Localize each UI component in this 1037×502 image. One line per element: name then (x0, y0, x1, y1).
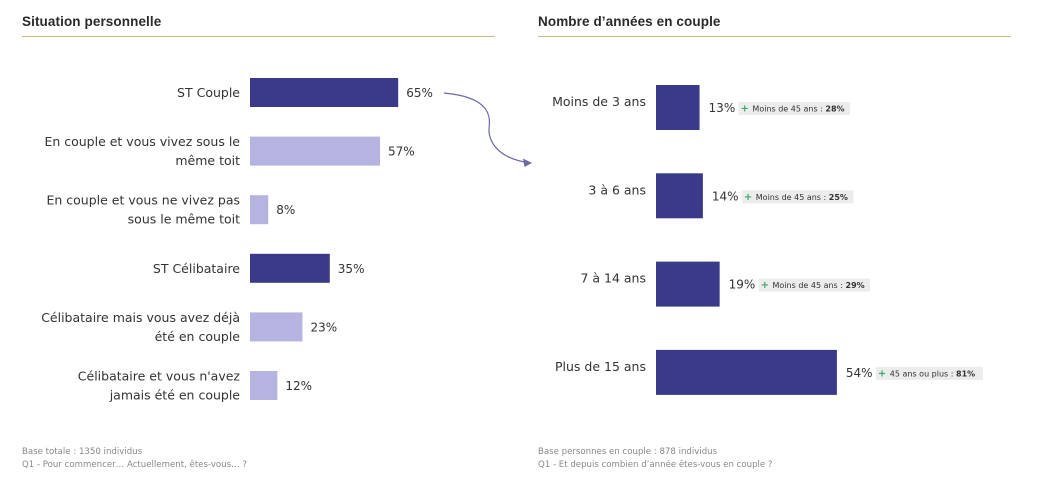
left-bar (250, 253, 330, 283)
left-footnote-question: Q1 - Pour commencer… Actuellement, êtes-… (22, 460, 247, 470)
plus-icon: + (878, 368, 890, 379)
left-bar-value-label: 35% (338, 262, 365, 276)
right-bar-value-label: 54% (846, 366, 873, 380)
left-category-label: ST Couple (177, 85, 240, 100)
transition-arrow (443, 92, 532, 164)
left-category-label: Célibataire et vous n'avez jamais été en … (78, 369, 241, 403)
annotation-value: 81% (956, 369, 975, 378)
subgroup-annotation: + Moins de 45 ans : 25% (744, 192, 848, 203)
left-category-label: En couple et vous vivez sous le même toit (44, 134, 240, 168)
left-bar (250, 78, 399, 107)
left-bar (250, 371, 278, 400)
annotation-background (758, 278, 871, 292)
annotation-text: Moins de 45 ans : (756, 193, 829, 202)
annotation-text: 45 ans ou plus : (890, 369, 956, 378)
plus-icon: + (741, 104, 753, 115)
subgroup-annotation: + Moins de 45 ans : 28% (741, 104, 845, 115)
right-footnote-question: Q1 - Et depuis combien d’année êtes-vous… (538, 460, 773, 470)
annotation-value: 29% (846, 281, 865, 290)
annotation-background (741, 190, 854, 204)
left-bar (250, 312, 303, 342)
right-category-label: 7 à 14 ans (580, 271, 646, 286)
right-bar (656, 261, 720, 307)
right-footnote: Base personnes en couple : 878 individus… (538, 446, 773, 472)
right-bar (656, 173, 703, 219)
annotation-value: 28% (825, 105, 844, 114)
left-category-label: En couple et vous ne vivez pas sous le mê… (46, 193, 240, 227)
right-category-label: Plus de 15 ans (555, 359, 646, 374)
left-bar-value-label: 8% (276, 203, 295, 217)
right-bar-value-label: 19% (729, 278, 756, 292)
right-chart-title: Nombre d’années en couple (538, 14, 721, 29)
left-bar-value-label: 57% (388, 145, 415, 159)
subgroup-annotation: + 45 ans ou plus : 81% (878, 368, 975, 379)
left-bar-chart: 65% ST Couple 57% En couple et vous vivez s… (41, 78, 433, 403)
annotation-text: Moins de 45 ans : (752, 105, 825, 114)
left-title-rule (22, 36, 495, 37)
annotation-background (738, 102, 851, 115)
right-bar-value-label: 13% (709, 101, 736, 115)
left-footnote-base: Base totale : 1350 individus (22, 447, 143, 457)
left-bar (250, 195, 269, 225)
right-footnote-base: Base personnes en couple : 878 individus (538, 447, 718, 457)
annotation-value: 25% (829, 193, 848, 202)
right-bar (656, 349, 837, 395)
left-category-label: ST Célibataire (153, 261, 240, 276)
left-bar-value-label: 65% (406, 86, 433, 100)
left-footnote: Base totale : 1350 individus Q1 - Pour c… (22, 446, 247, 472)
annotation-text: Moins de 45 ans : (773, 281, 846, 290)
left-bar-value-label: 23% (310, 320, 337, 334)
right-category-label: 3 à 6 ans (588, 182, 646, 197)
subgroup-annotation: + Moins de 45 ans : 29% (761, 280, 865, 291)
plus-icon: + (744, 192, 756, 203)
right-category-label: Moins de 3 ans (552, 94, 646, 109)
right-title-rule (538, 36, 1011, 37)
left-chart-title: Situation personnelle (22, 14, 162, 29)
left-category-label: Célibataire mais vous avez déjà été en co… (41, 310, 240, 344)
left-bar-value-label: 12% (285, 379, 312, 393)
right-bar-value-label: 14% (712, 189, 739, 203)
right-bar-chart: Moins de 3 ans 13% + Moins de 45 ans : 28%… (552, 85, 983, 395)
annotation-background (875, 366, 983, 380)
left-bar (250, 136, 380, 166)
right-bar (656, 85, 700, 130)
arrow-head-icon (523, 158, 532, 167)
plus-icon: + (761, 280, 773, 291)
